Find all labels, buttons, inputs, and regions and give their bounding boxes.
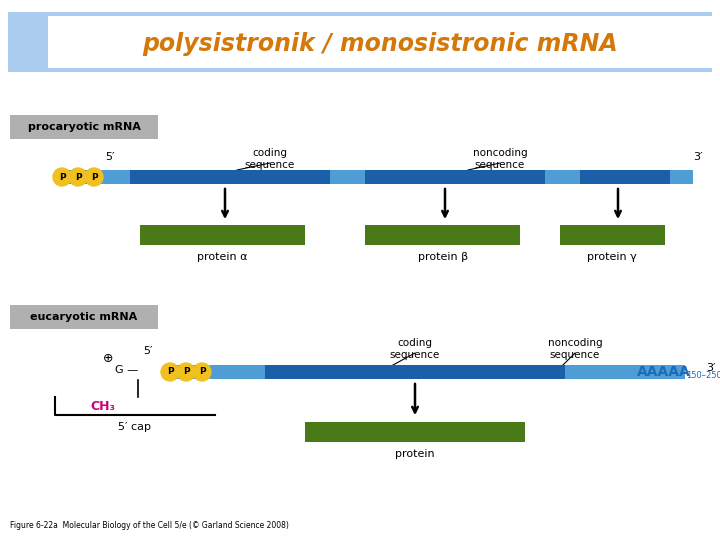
Text: Figure 6-22a  Molecular Biology of the Cell 5/e (© Garland Science 2008): Figure 6-22a Molecular Biology of the Ce… [10,521,289,530]
Circle shape [85,168,103,186]
Text: protein β: protein β [418,252,468,262]
Bar [305,422,525,442]
Text: P: P [59,172,66,181]
Bar [8,12,712,72]
Bar [48,16,712,68]
Text: P: P [167,368,174,376]
Bar [130,170,330,184]
Bar [365,170,545,184]
Text: P: P [199,368,205,376]
Bar [10,305,158,329]
Text: protein α: protein α [197,252,247,262]
Text: noncoding
sequence: noncoding sequence [548,338,603,360]
Text: G —: G — [114,365,138,375]
Text: 5′: 5′ [143,346,153,356]
Text: 5′ cap: 5′ cap [119,422,151,432]
Text: 150–250: 150–250 [686,372,720,381]
Bar [165,365,685,379]
Circle shape [177,363,195,381]
Text: ⊕: ⊕ [103,352,113,365]
Circle shape [193,363,211,381]
Text: polysistronik / monosistronic mRNA: polysistronik / monosistronic mRNA [142,32,618,56]
Text: coding
sequence: coding sequence [390,338,440,360]
Bar [365,225,520,245]
Text: coding
sequence: coding sequence [245,148,295,171]
Bar [580,170,670,184]
Bar [10,115,158,139]
Bar [265,365,565,379]
Text: P: P [75,172,81,181]
Text: 3′: 3′ [693,152,703,162]
Text: P: P [183,368,189,376]
Text: protein γ: protein γ [587,252,637,262]
Circle shape [53,168,71,186]
Text: protein: protein [395,449,435,459]
Bar [560,225,665,245]
Circle shape [161,363,179,381]
Text: 5′: 5′ [105,152,114,162]
Text: CH₃: CH₃ [90,400,115,413]
Text: 3′: 3′ [706,363,716,373]
Circle shape [69,168,87,186]
Text: AAAAA: AAAAA [637,365,690,379]
Bar [55,170,693,184]
Text: noncoding
sequence: noncoding sequence [473,148,527,171]
Text: procaryotic mRNA: procaryotic mRNA [27,122,140,132]
Text: P: P [91,172,97,181]
Bar [140,225,305,245]
Text: eucaryotic mRNA: eucaryotic mRNA [30,312,138,322]
